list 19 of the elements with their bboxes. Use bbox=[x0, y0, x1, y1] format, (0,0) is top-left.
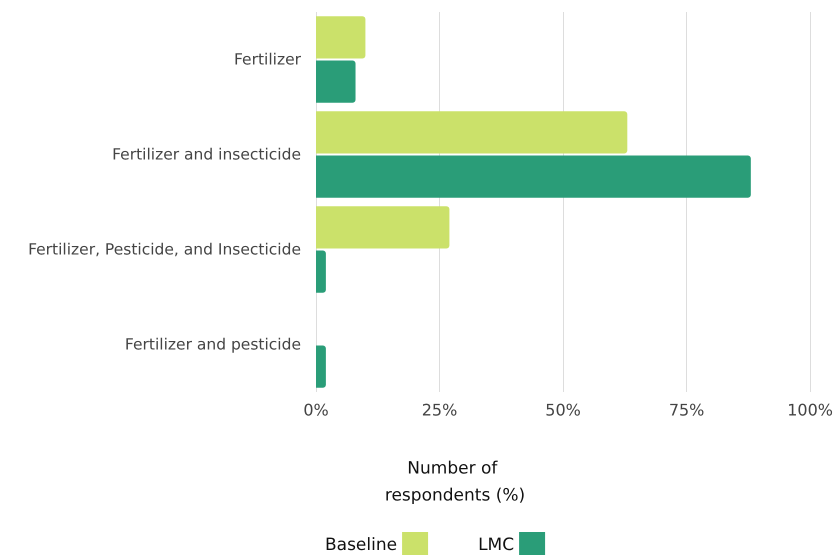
x-tick-label: 100% bbox=[787, 400, 834, 420]
bar bbox=[316, 60, 356, 103]
y-tick-label: Fertilizer bbox=[234, 50, 302, 68]
y-tick-label: Fertilizer and insecticide bbox=[112, 146, 301, 164]
y-tick-label: Fertilizer and pesticide bbox=[124, 336, 301, 354]
bar bbox=[316, 346, 326, 388]
x-axis-title: Number of respondents (%) bbox=[384, 458, 526, 506]
x-tick-label: 75% bbox=[668, 400, 704, 420]
bar bbox=[316, 206, 450, 248]
legend-label: LMC bbox=[478, 535, 514, 555]
bar bbox=[316, 16, 366, 58]
y-tick-label: Fertilizer, Pesticide, and Insecticide bbox=[28, 240, 301, 258]
x-tick-label: 0% bbox=[303, 400, 329, 420]
bar bbox=[316, 250, 326, 293]
bar bbox=[316, 111, 628, 154]
bar bbox=[316, 156, 751, 198]
x-tick-label: 50% bbox=[545, 400, 581, 420]
legend-label: Baseline bbox=[325, 535, 398, 555]
x-tick-label: 25% bbox=[422, 400, 458, 420]
